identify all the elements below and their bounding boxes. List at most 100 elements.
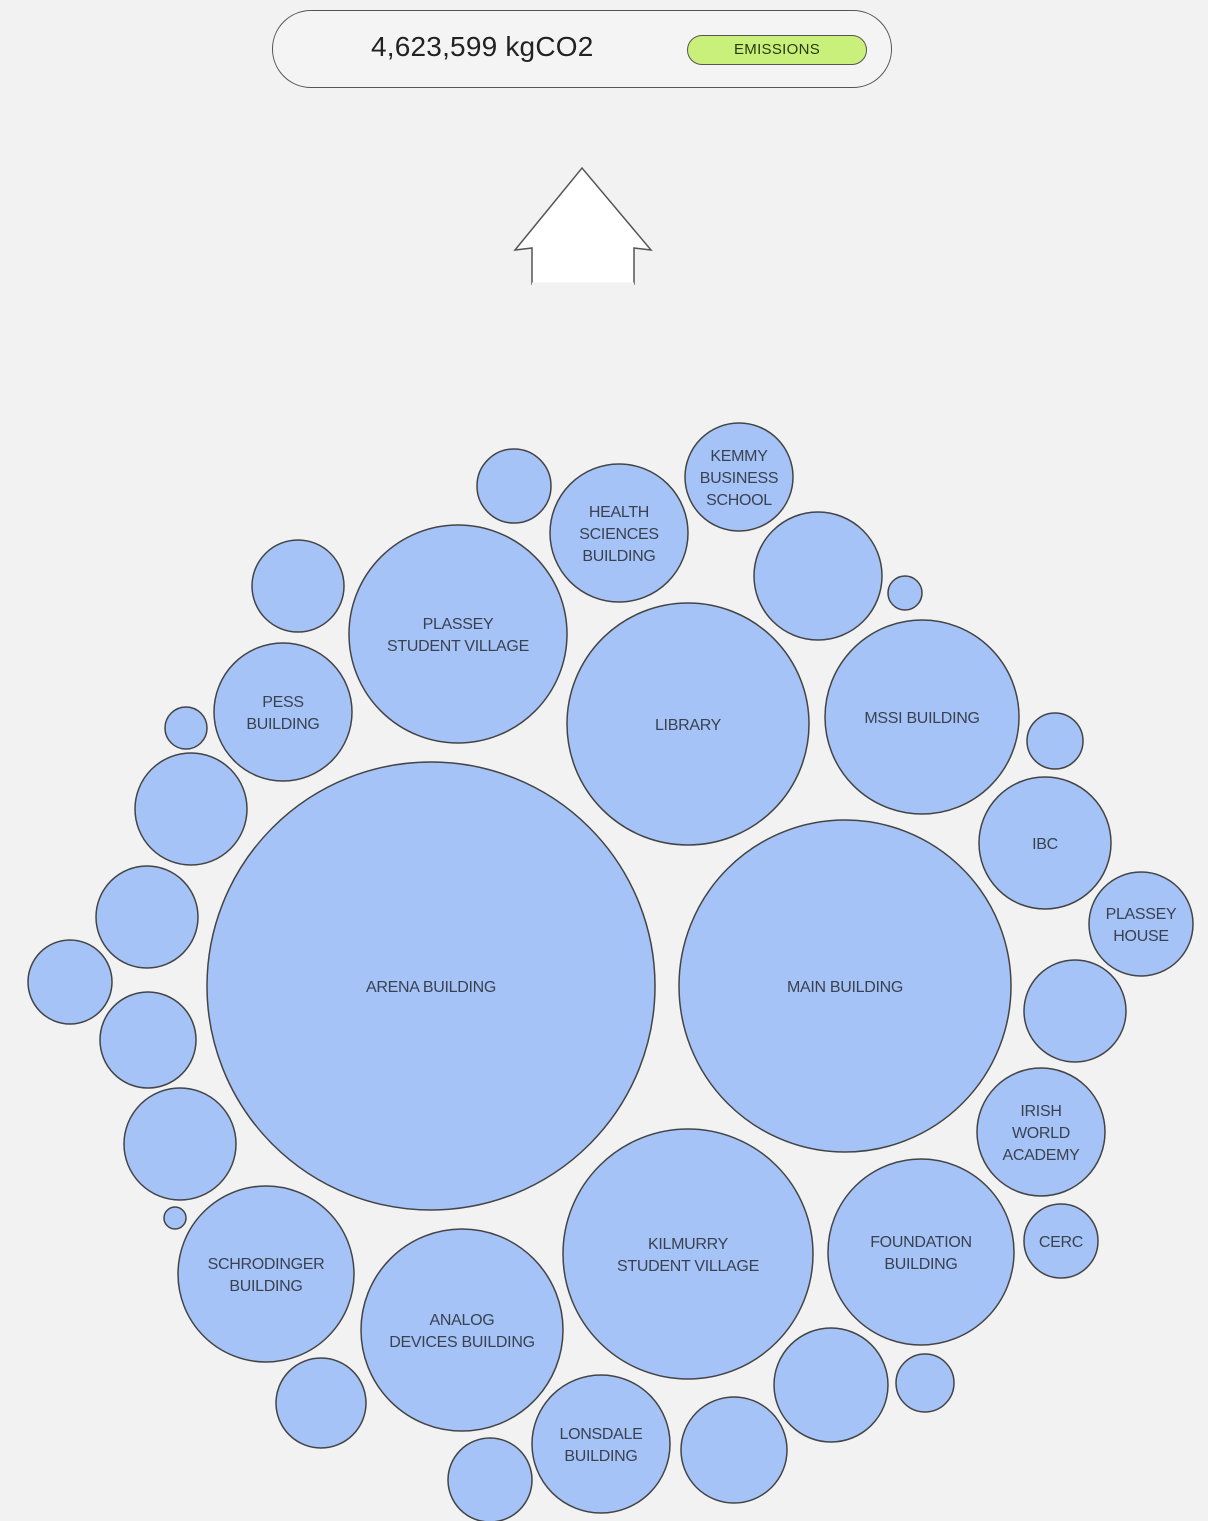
bubble-unlabeled-5[interactable] [680,1396,788,1504]
bubble-unlabeled-12[interactable] [447,1437,533,1521]
bubble-label: IRISH [1020,1103,1061,1120]
bubble-label: DEVICES BUILDING [389,1334,534,1351]
bubble-circle[interactable] [177,1185,355,1363]
bubble-circle[interactable] [348,524,568,744]
bubble-health-sciences[interactable]: HEALTH SCIENCES BUILDING [549,463,689,603]
bubble-circle[interactable] [566,602,810,846]
bubble-circle[interactable] [164,706,208,750]
bubble-unlabeled-1[interactable] [753,511,883,641]
bubble-cerc[interactable]: CERC [1023,1203,1099,1279]
up-arrow-icon [513,166,653,286]
bubble-circle[interactable] [887,575,923,611]
bubble-label: ACADEMY [1002,1147,1080,1164]
bubble-circle[interactable] [123,1087,237,1201]
bubble-label: SCIENCES [579,526,658,543]
bubble-plassey-village[interactable]: PLASSEY STUDENT VILLAGE [348,524,568,744]
bubble-pess[interactable]: PESS BUILDING [213,642,353,782]
bubble-unlabeled-16[interactable] [164,706,208,750]
bubble-circle[interactable] [753,511,883,641]
bubble-plassey-house[interactable]: PLASSEY HOUSE [1088,871,1194,977]
bubble-circle[interactable] [95,865,199,969]
bubble-circle[interactable] [213,642,353,782]
bubble-label: KEMMY [710,448,768,465]
total-emissions-value: 4,623,599 kgCO2 [371,31,594,62]
bubble-circle[interactable] [773,1327,889,1443]
bubble-circle[interactable] [678,819,1012,1153]
bubble-label: MSSI BUILDING [864,710,979,727]
bubble-unlabeled-2[interactable] [134,752,248,866]
bubble-label: PESS [262,694,304,711]
bubble-circle[interactable] [360,1228,564,1432]
bubble-circle[interactable] [134,752,248,866]
bubble-arena[interactable]: ARENA BUILDING [206,761,656,1211]
bubble-unlabeled-9[interactable] [251,539,345,633]
bubble-main[interactable]: MAIN BUILDING [678,819,1012,1153]
bubble-label: MAIN BUILDING [787,979,903,996]
emissions-summary-pill: 4,623,599 kgCO2 EMISSIONS [272,10,892,88]
bubble-label: SCHRODINGER [208,1256,325,1273]
bubble-kilmurry[interactable]: KILMURRY STUDENT VILLAGE [562,1128,814,1380]
bubble-label: KILMURRY [648,1236,729,1253]
bubble-circle[interactable] [978,776,1112,910]
bubble-circle[interactable] [824,619,1020,815]
bubble-label: BUILDING [564,1448,637,1465]
bubble-circle[interactable] [1023,1203,1099,1279]
bubble-lonsdale[interactable]: LONSDALE BUILDING [531,1374,671,1514]
bubble-circle[interactable] [680,1396,788,1504]
bubble-circle[interactable] [275,1357,367,1449]
bubble-circle[interactable] [1023,959,1127,1063]
emissions-metric-toggle[interactable]: EMISSIONS [687,35,867,65]
bubble-circle[interactable] [1088,871,1194,977]
bubble-circle[interactable] [684,422,794,532]
bubble-circle[interactable] [163,1206,187,1230]
bubble-label: LONSDALE [560,1426,643,1443]
bubble-circle[interactable] [447,1437,533,1521]
bubble-circle[interactable] [99,991,197,1089]
bubble-label: FOUNDATION [870,1234,972,1251]
bubble-circle[interactable] [531,1374,671,1514]
bubble-circle[interactable] [827,1158,1015,1346]
bubble-unlabeled-6[interactable] [95,865,199,969]
bubble-label: SCHOOL [706,492,772,509]
bubble-unlabeled-17[interactable] [887,575,923,611]
bubble-label: BUSINESS [700,470,779,487]
bubble-ibc[interactable]: IBC [978,776,1112,910]
bubble-analog[interactable]: ANALOG DEVICES BUILDING [360,1228,564,1432]
bubble-label: STUDENT VILLAGE [387,638,529,655]
bubble-circle[interactable] [976,1067,1106,1197]
bubble-unlabeled-18[interactable] [163,1206,187,1230]
bubble-circle[interactable] [27,939,113,1025]
bubble-circle[interactable] [476,448,552,524]
bubble-unlabeled-3[interactable] [123,1087,237,1201]
bubble-label: STUDENT VILLAGE [617,1258,759,1275]
bubble-unlabeled-15[interactable] [895,1353,955,1413]
bubble-circle[interactable] [549,463,689,603]
bubble-unlabeled-7[interactable] [1023,959,1127,1063]
bubble-schrodinger[interactable]: SCHRODINGER BUILDING [177,1185,355,1363]
bubble-mssi[interactable]: MSSI BUILDING [824,619,1020,815]
bubble-irish-world-academy[interactable]: IRISH WORLD ACADEMY [976,1067,1106,1197]
bubble-circle[interactable] [1026,712,1084,770]
bubble-kemmy[interactable]: KEMMY BUSINESS SCHOOL [684,422,794,532]
bubble-foundation[interactable]: FOUNDATION BUILDING [827,1158,1015,1346]
bubble-circle[interactable] [206,761,656,1211]
bubble-label: WORLD [1012,1125,1070,1142]
bubble-label: CERC [1039,1234,1083,1251]
bubble-label: BUILDING [229,1278,302,1295]
bubble-label: BUILDING [246,716,319,733]
bubble-label: PLASSEY [423,616,494,633]
bubble-unlabeled-14[interactable] [1026,712,1084,770]
bubble-label: BUILDING [884,1256,957,1273]
bubble-unlabeled-13[interactable] [476,448,552,524]
bubble-circle[interactable] [251,539,345,633]
bubble-unlabeled-11[interactable] [27,939,113,1025]
bubble-unlabeled-10[interactable] [275,1357,367,1449]
bubble-unlabeled-8[interactable] [99,991,197,1089]
bubble-library[interactable]: LIBRARY [566,602,810,846]
bubble-label: HEALTH [589,504,649,521]
bubble-unlabeled-4[interactable] [773,1327,889,1443]
bubble-circle[interactable] [562,1128,814,1380]
bubble-label: PLASSEY [1106,906,1177,923]
bubble-circle[interactable] [895,1353,955,1413]
